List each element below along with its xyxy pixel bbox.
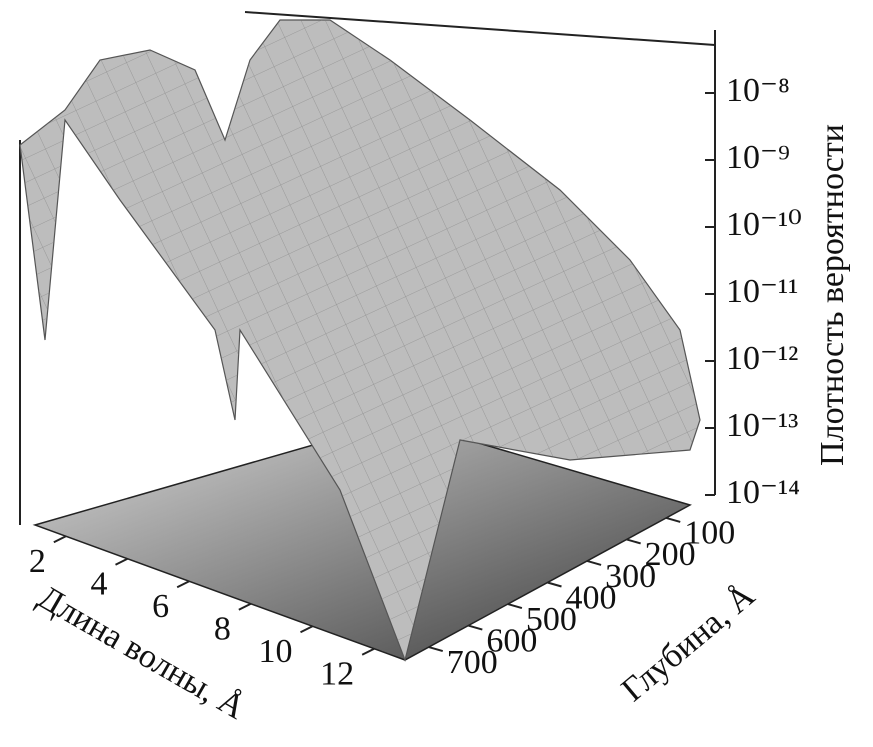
x-tick bbox=[53, 535, 67, 544]
x-tick bbox=[115, 557, 128, 566]
z-tick-label: 10⁻⁹ bbox=[726, 139, 790, 176]
y-tick-label: 500 bbox=[526, 601, 577, 638]
z-axis-label: Плотность вероятности bbox=[814, 124, 851, 466]
y-axis-label: Глубина, Å bbox=[615, 577, 762, 709]
y-tick bbox=[626, 538, 641, 545]
y-tick bbox=[468, 624, 483, 631]
z-tick-label: 10⁻¹⁴ bbox=[726, 474, 800, 511]
x-tick-label: 2 bbox=[29, 543, 46, 580]
z-tick-label: 10⁻¹¹ bbox=[726, 273, 798, 310]
y-tick-label: 100 bbox=[684, 515, 735, 552]
x-tick-label: 6 bbox=[152, 588, 169, 625]
y-tick-label: 400 bbox=[566, 579, 617, 616]
y-tick bbox=[428, 646, 444, 653]
y-tick bbox=[586, 560, 602, 566]
x-tick bbox=[300, 625, 313, 634]
x-tick bbox=[361, 647, 375, 656]
x-tick-label: 12 bbox=[320, 656, 354, 693]
y-tick-label: 700 bbox=[447, 644, 498, 681]
y-tick-label: 200 bbox=[645, 536, 696, 573]
z-tick-label: 10⁻¹⁰ bbox=[726, 206, 802, 243]
y-tick bbox=[547, 581, 562, 588]
z-tick-label: 10⁻¹² bbox=[726, 340, 798, 377]
x-axis-label: Длина волны, Å bbox=[32, 579, 252, 727]
x-tick-label: 10 bbox=[259, 633, 293, 670]
y-tick-label: 600 bbox=[486, 622, 537, 659]
z-tick-label: 10⁻¹³ bbox=[726, 407, 798, 444]
y-tick bbox=[665, 516, 681, 523]
x-tick-label: 8 bbox=[214, 611, 231, 648]
x-tick bbox=[238, 602, 252, 611]
surface bbox=[19, 19, 701, 662]
y-tick-label: 300 bbox=[605, 558, 656, 595]
z-tick-label: 10⁻⁸ bbox=[726, 72, 790, 109]
surface-mesh bbox=[20, 20, 700, 660]
box-edge bbox=[244, 11, 716, 46]
x-tick-label: 4 bbox=[91, 566, 108, 603]
x-tick bbox=[176, 580, 190, 589]
y-tick bbox=[507, 603, 523, 609]
